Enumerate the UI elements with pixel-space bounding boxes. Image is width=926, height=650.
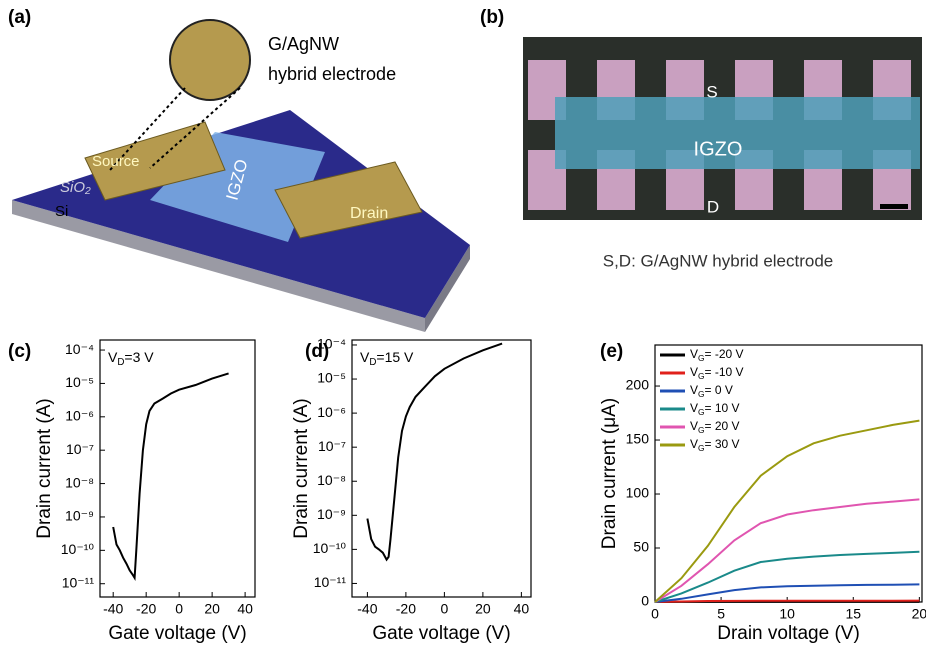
y-tick-label: 10⁻¹¹ bbox=[62, 574, 95, 590]
x-tick-label: 15 bbox=[845, 606, 861, 622]
substrate-label: Si bbox=[55, 203, 68, 220]
micrograph bbox=[523, 37, 922, 220]
data-line bbox=[655, 552, 919, 602]
data-line bbox=[113, 373, 228, 577]
x-tick-label: -20 bbox=[136, 601, 156, 617]
y-tick-label: 10⁻⁸ bbox=[317, 472, 346, 488]
x-tick-label: 0 bbox=[651, 606, 659, 622]
y-tick-label: 10⁻¹¹ bbox=[314, 574, 347, 590]
x-tick-label: 20 bbox=[475, 601, 491, 617]
x-tick-label: -40 bbox=[357, 601, 377, 617]
y-tick-label: 10⁻⁷ bbox=[66, 441, 94, 457]
y-tick-label: 10⁻¹⁰ bbox=[313, 540, 347, 556]
x-tick-label: -40 bbox=[103, 601, 123, 617]
x-axis-label: Gate voltage (V) bbox=[372, 623, 510, 644]
y-tick-label: 10⁻⁹ bbox=[317, 506, 346, 522]
legend-label: VG= -20 V bbox=[690, 347, 744, 363]
x-tick-label: 20 bbox=[204, 601, 220, 617]
y-tick-label: 10⁻¹⁰ bbox=[61, 541, 95, 557]
channel-label: IGZO bbox=[694, 138, 743, 160]
y-tick-label: 50 bbox=[633, 539, 649, 555]
oxide-label: SiO₂ bbox=[60, 179, 91, 196]
x-axis-label: Gate voltage (V) bbox=[108, 623, 246, 644]
data-line bbox=[367, 344, 502, 560]
y-tick-label: 100 bbox=[626, 485, 650, 501]
callout-text: G/AgNW bbox=[268, 34, 339, 54]
x-tick-label: 40 bbox=[514, 601, 530, 617]
y-axis-label: Drain current (μA) bbox=[599, 398, 620, 549]
y-tick-label: 10⁻⁷ bbox=[318, 438, 346, 454]
callout-text: hybrid electrode bbox=[268, 64, 396, 84]
y-tick-label: 0 bbox=[641, 593, 649, 609]
drain-label: D bbox=[707, 197, 719, 216]
panel-label: (b) bbox=[480, 7, 504, 28]
legend-label: VG= 0 V bbox=[690, 383, 733, 399]
drain-label: Drain bbox=[350, 205, 388, 222]
legend-label: VG= 10 V bbox=[690, 401, 740, 417]
y-tick-label: 10⁻⁸ bbox=[65, 474, 94, 490]
y-axis-label: Drain current (A) bbox=[34, 398, 55, 538]
y-axis-label: Drain current (A) bbox=[291, 398, 312, 538]
panel-label: (c) bbox=[8, 341, 31, 362]
x-tick-label: 0 bbox=[440, 601, 448, 617]
source-label: S bbox=[706, 82, 717, 101]
x-tick-label: 5 bbox=[717, 606, 725, 622]
panel-label: (e) bbox=[600, 341, 623, 362]
y-tick-label: 10⁻⁵ bbox=[65, 374, 94, 390]
x-tick-label: 20 bbox=[912, 606, 926, 622]
x-tick-label: 10 bbox=[779, 606, 795, 622]
caption: S,D: G/AgNW hybrid electrode bbox=[603, 251, 834, 270]
plot-frame bbox=[352, 340, 531, 597]
x-axis-label: Drain voltage (V) bbox=[717, 623, 860, 644]
x-tick-label: 0 bbox=[175, 601, 183, 617]
annotation: VD=3 V bbox=[108, 349, 154, 368]
x-tick-label: 40 bbox=[237, 601, 253, 617]
legend-label: VG= 30 V bbox=[690, 437, 740, 453]
y-tick-label: 10⁻⁶ bbox=[65, 408, 94, 424]
legend-label: VG= -10 V bbox=[690, 365, 744, 381]
source-label: Source bbox=[92, 153, 140, 170]
y-tick-label: 10⁻⁵ bbox=[317, 370, 346, 386]
legend-label: VG= 20 V bbox=[690, 419, 740, 435]
x-tick-label: -20 bbox=[396, 601, 416, 617]
panel-label: (a) bbox=[8, 7, 31, 28]
y-tick-label: 150 bbox=[626, 431, 650, 447]
y-tick-label: 200 bbox=[626, 377, 650, 393]
y-tick-label: 10⁻⁴ bbox=[317, 336, 346, 352]
y-tick-label: 10⁻⁹ bbox=[65, 508, 94, 524]
figure: (a) G/AgNW hybrid electrode Source IGZO … bbox=[0, 0, 926, 650]
y-tick-label: 10⁻⁴ bbox=[65, 341, 94, 357]
annotation: VD=15 V bbox=[360, 349, 414, 368]
y-tick-label: 10⁻⁶ bbox=[317, 404, 346, 420]
